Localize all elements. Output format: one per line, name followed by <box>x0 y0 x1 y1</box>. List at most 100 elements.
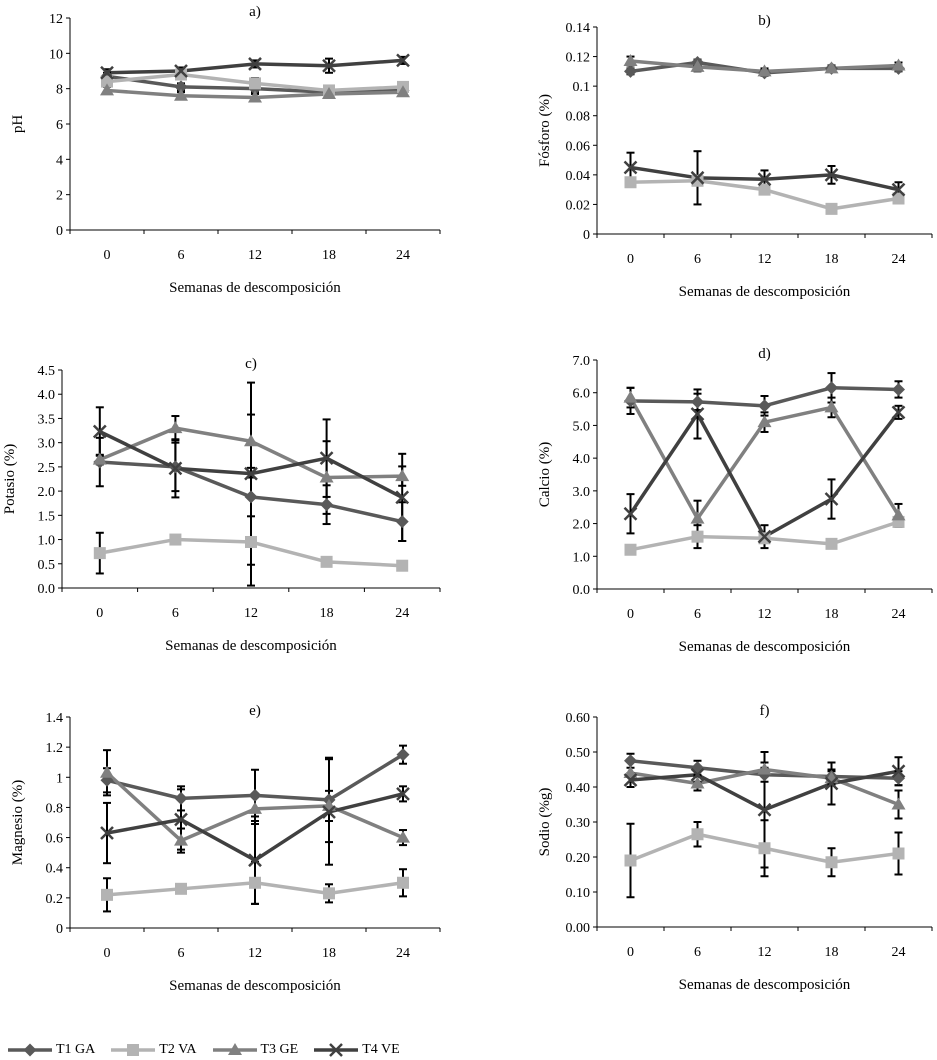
data-point-t4 <box>623 773 638 787</box>
data-point-t1 <box>691 761 704 775</box>
y-tick-label: 0.14 <box>566 21 591 36</box>
y-tick-label: 8 <box>56 83 63 98</box>
y-tick-label: 10 <box>49 47 63 62</box>
x-tick-label: 12 <box>244 606 258 621</box>
data-point-t2 <box>758 842 771 855</box>
y-tick-label: 0.08 <box>566 110 591 125</box>
data-point-t3 <box>396 830 410 843</box>
data-point-t4 <box>322 805 336 819</box>
data-point-t1 <box>395 515 409 529</box>
x-tick-label: 6 <box>694 945 701 960</box>
data-point-t3 <box>174 833 188 846</box>
data-point-t3 <box>92 452 107 465</box>
data-point-t3 <box>174 88 188 101</box>
data-point-t3 <box>396 85 410 98</box>
chart-title: a) <box>249 4 261 20</box>
y-tick-label: 1.5 <box>38 509 56 524</box>
data-point-t3 <box>100 765 114 778</box>
x-tick-label: 0 <box>96 606 103 621</box>
x-tick-label: 24 <box>892 252 906 267</box>
data-point-t3 <box>757 64 772 77</box>
data-point-t2 <box>825 856 838 869</box>
data-point-t2 <box>93 547 106 560</box>
legend-item-t4: T4 VE <box>314 1042 400 1058</box>
y-tick-label: 0.02 <box>566 198 591 213</box>
y-tick-label: 0.60 <box>566 711 591 726</box>
y-tick-label: 2.0 <box>573 518 591 533</box>
data-point-t2 <box>825 202 838 215</box>
data-point-t4 <box>248 853 262 868</box>
data-point-t3 <box>100 83 114 96</box>
data-point-t4 <box>757 172 772 187</box>
data-point-t2 <box>758 183 771 196</box>
x-tick-label: 0 <box>627 252 634 267</box>
legend-marker <box>329 1043 344 1057</box>
legend-marker <box>23 1043 37 1057</box>
data-point-t3 <box>690 776 705 789</box>
data-point-t3 <box>757 762 772 775</box>
data-point-t1 <box>691 395 704 409</box>
diamond-marker-icon <box>8 1043 52 1057</box>
data-point-t3 <box>623 390 638 403</box>
data-point-t3 <box>891 508 906 521</box>
y-tick-label: 1.0 <box>38 534 56 549</box>
data-point-t3 <box>623 54 638 67</box>
data-point-t4 <box>623 506 638 521</box>
y-tick-label: 0.40 <box>566 781 591 796</box>
data-point-t4 <box>396 786 410 801</box>
y-tick-label: 1.4 <box>46 711 64 726</box>
data-point-t3 <box>824 61 839 74</box>
data-point-t3 <box>244 434 258 447</box>
y-tick-label: 3.0 <box>38 437 56 452</box>
y-tick-label: 7.0 <box>573 354 591 369</box>
data-point-t3 <box>319 470 334 483</box>
data-point-t2 <box>396 559 409 572</box>
data-point-t4 <box>322 58 336 73</box>
data-point-t4 <box>395 490 410 505</box>
data-point-t1 <box>825 381 838 395</box>
data-point-t1 <box>248 788 262 802</box>
y-tick-label: 0 <box>56 922 63 937</box>
data-point-t2 <box>101 888 113 901</box>
x-tick-label: 6 <box>178 248 185 263</box>
y-tick-label: 4.0 <box>573 452 591 467</box>
x-tick-label: 24 <box>396 946 410 961</box>
y-tick-label: 0.30 <box>566 816 591 831</box>
data-point-t1 <box>396 748 410 762</box>
data-point-t2 <box>249 876 261 889</box>
y-tick-label: 0.5 <box>38 558 56 573</box>
x-tick-label: 18 <box>320 606 334 621</box>
x-tick-label: 6 <box>172 606 179 621</box>
data-point-t4 <box>891 405 906 420</box>
data-point-t2 <box>169 533 182 546</box>
y-axis-label: Sodio (%g) <box>537 788 553 857</box>
data-point-t2 <box>691 530 704 543</box>
y-tick-label: 1 <box>56 771 63 786</box>
y-tick-label: 3.0 <box>573 485 591 500</box>
legend-marker <box>227 1043 242 1055</box>
data-point-t3 <box>168 421 183 434</box>
x-tick-label: 18 <box>825 607 839 622</box>
y-tick-label: 0.06 <box>566 139 591 154</box>
data-point-t2 <box>175 882 187 895</box>
x-tick-label: 24 <box>396 248 410 263</box>
x-axis-label: Semanas de descomposición <box>169 978 341 994</box>
x-axis-label: Semanas de descomposición <box>165 638 337 654</box>
data-point-t4 <box>690 407 705 421</box>
y-axis-label: Fósforo (%) <box>537 94 553 167</box>
data-point-t4 <box>690 767 705 782</box>
data-point-t2 <box>101 75 113 88</box>
chart-b: 0 0.02 0.04 0.06 0.08 0.1 0.12 0.14 0 6 12 18 24 b) Se… <box>537 13 933 300</box>
data-point-t4 <box>174 64 188 78</box>
data-point-t2 <box>175 68 187 81</box>
x-tick-label: 18 <box>825 252 839 267</box>
square-marker-icon <box>111 1044 156 1056</box>
data-point-t4 <box>248 57 262 71</box>
legend-item-t2: T2 VA <box>111 1042 197 1058</box>
data-point-t4 <box>824 776 839 791</box>
y-tick-label: 0.00 <box>566 921 591 936</box>
x-marker-icon <box>314 1043 359 1057</box>
data-point-t1 <box>174 80 188 94</box>
